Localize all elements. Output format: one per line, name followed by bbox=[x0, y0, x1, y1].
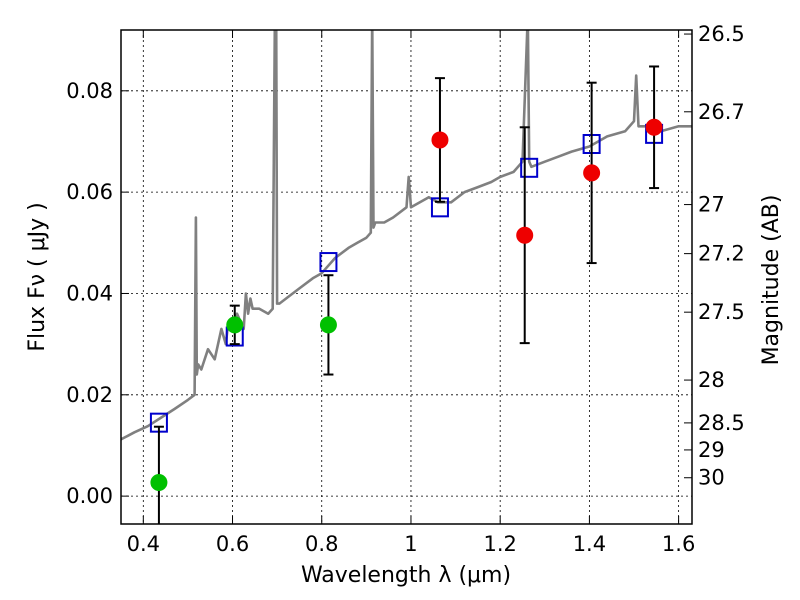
observed-point-red bbox=[431, 131, 449, 149]
mag-tick-label: 28 bbox=[698, 368, 725, 392]
model-spectrum-line bbox=[121, 30, 692, 441]
plot-frame bbox=[120, 29, 693, 525]
y-tick-label: 0.04 bbox=[66, 281, 113, 305]
model-point-square bbox=[319, 252, 338, 273]
mag-tick-label: 27.5 bbox=[698, 300, 745, 324]
mag-tick-label: 26.5 bbox=[698, 22, 745, 46]
mag-tick-label: 29 bbox=[698, 438, 725, 462]
observed-point-green bbox=[319, 316, 337, 334]
mag-tick-label: 27 bbox=[698, 193, 725, 217]
observed-point-green bbox=[150, 473, 168, 491]
mag-tick-label: 28.5 bbox=[698, 411, 745, 435]
y-tick-label: 0.02 bbox=[66, 383, 113, 407]
y-tick-label: 0.08 bbox=[66, 79, 113, 103]
observed-point-red bbox=[583, 164, 601, 182]
ticks bbox=[121, 30, 692, 524]
x-tick-label: 1.6 bbox=[662, 532, 695, 556]
observed-point-red bbox=[645, 118, 663, 136]
x-tick-label: 1.4 bbox=[573, 532, 606, 556]
x-tick-label: 1.2 bbox=[483, 532, 516, 556]
y-axis-title: Flux Fν ( μJy ) bbox=[25, 202, 50, 351]
right-axis-title: Magnitude (AB) bbox=[759, 195, 784, 366]
y-tick-label: 0.06 bbox=[66, 180, 113, 204]
x-tick-label: 0.4 bbox=[127, 532, 160, 556]
observed-point-red bbox=[516, 226, 534, 244]
mag-tick-label: 30 bbox=[698, 466, 725, 490]
observed-point-green bbox=[226, 316, 244, 334]
mag-tick-label: 27.2 bbox=[698, 242, 745, 266]
grid bbox=[121, 30, 692, 524]
x-tick-label: 0.8 bbox=[305, 532, 338, 556]
model-point-square bbox=[520, 157, 539, 178]
y-tick-label: 0.00 bbox=[66, 484, 113, 508]
x-tick-label: 0.6 bbox=[216, 532, 249, 556]
x-tick-label: 1 bbox=[404, 532, 417, 556]
tick-labels: 0.4 0.6 0.8 1 1.2 1.4 1.6 0.00 0.02 0.04 0.06 0.08 2… bbox=[66, 22, 745, 556]
mag-tick-label: 26.7 bbox=[698, 100, 745, 124]
x-axis-title: Wavelength λ (μm) bbox=[301, 563, 511, 588]
plot-area bbox=[121, 30, 692, 524]
